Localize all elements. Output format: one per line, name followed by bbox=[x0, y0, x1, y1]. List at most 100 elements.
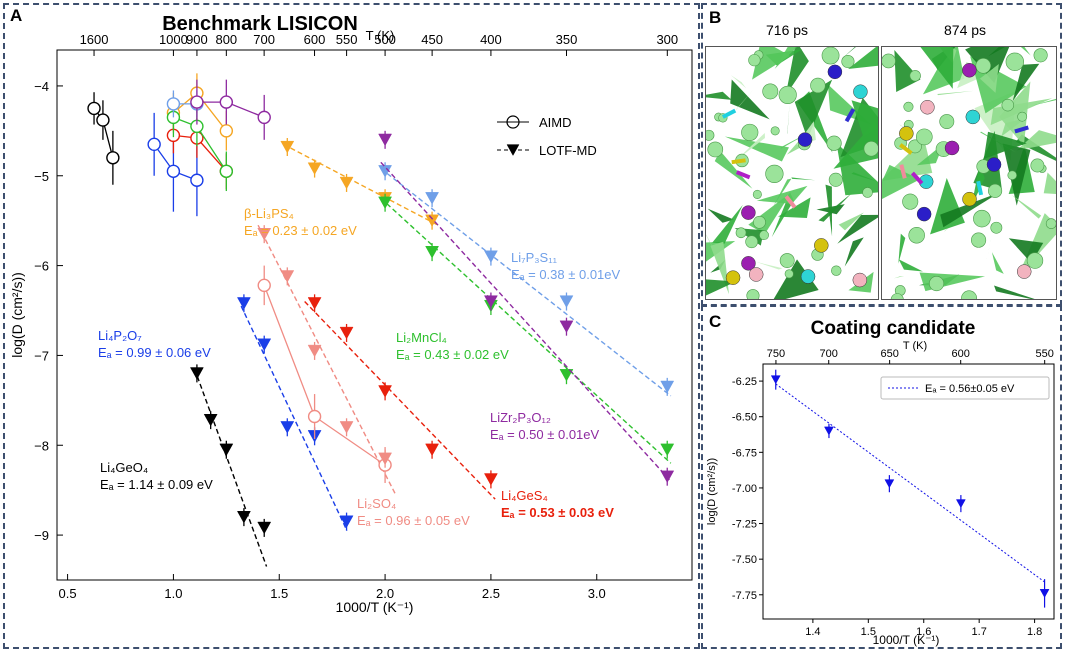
activation-energy-label-li4geo4: Eₐ = 1.14 ± 0.09 eV bbox=[100, 477, 213, 492]
activation-energy-label-li2so4: Eₐ = 0.96 ± 0.05 eV bbox=[357, 513, 470, 528]
tetrahedron bbox=[893, 276, 905, 279]
lithium-atom bbox=[1033, 48, 1048, 63]
lithium-atom bbox=[973, 209, 991, 228]
tetrahedron bbox=[979, 63, 999, 93]
fit-line-li4geo4 bbox=[193, 368, 268, 567]
lotf-point-li4geo4 bbox=[219, 443, 234, 457]
aimd-point-lizr2p3o12 bbox=[257, 110, 271, 125]
tetrahedron bbox=[894, 49, 921, 92]
lithium-atom bbox=[762, 83, 779, 100]
lithium-atom bbox=[929, 275, 945, 292]
lithium-atom bbox=[915, 128, 933, 146]
activation-energy-label-li7p3s11: Eₐ = 0.38 ± 0.01eV bbox=[511, 267, 621, 282]
benchmark-lisicon-chart: Benchmark LISICON T (K) 1000/T (K⁻¹) log(D … bbox=[9, 13, 693, 615]
cyan-ion bbox=[800, 269, 816, 284]
tetrahedron bbox=[1012, 63, 1040, 102]
aimd-point-li4p2o7 bbox=[147, 137, 161, 152]
tetrahedron bbox=[706, 279, 737, 296]
tetrahedron bbox=[920, 47, 954, 89]
y-tick-label: -7.50 bbox=[732, 554, 757, 566]
tetrahedron bbox=[1015, 134, 1056, 161]
frame1-time-label: 716 ps bbox=[766, 22, 809, 38]
lithium-atom bbox=[862, 187, 873, 198]
lotf-point-li7p3s11 bbox=[660, 380, 675, 394]
series-name-label-li4geo4: Li₄GeO₄ bbox=[100, 460, 148, 475]
y-tick-label: -7.75 bbox=[732, 590, 757, 602]
lotf-point-li4ges4 bbox=[483, 473, 498, 486]
blue-ion bbox=[797, 132, 813, 147]
series-name-label-lizr2p3o12: LiZr₂P₃O₁₂ bbox=[490, 410, 551, 425]
aimd-point-li4geo4 bbox=[106, 151, 120, 165]
tetrahedron bbox=[983, 131, 1027, 159]
legend-lotf-marker bbox=[506, 144, 520, 156]
lithium-atom bbox=[863, 141, 878, 157]
lithium-atom bbox=[735, 227, 747, 239]
x-tick-label: 1.5 bbox=[270, 586, 288, 601]
lithium-atom bbox=[971, 232, 987, 248]
tetrahedron bbox=[930, 178, 965, 235]
series-name-label-li4p2o7: Li₄P₂O₇ bbox=[98, 328, 142, 343]
lithium-atom bbox=[902, 193, 919, 210]
x-tick-label: 2.5 bbox=[482, 586, 500, 601]
y-tick-label: −5 bbox=[34, 169, 49, 184]
tetrahedron bbox=[848, 47, 878, 70]
lotf-point-li7p3s11 bbox=[483, 250, 498, 263]
top-tick-label: 550 bbox=[336, 32, 358, 47]
tetrahedron bbox=[940, 192, 1000, 228]
tetrahedron bbox=[787, 102, 790, 134]
md-snapshot-716ps bbox=[705, 46, 879, 300]
lithium-atom bbox=[741, 123, 759, 141]
lotf-point-li2so4 bbox=[307, 344, 322, 358]
lotf-point-li7p3s11 bbox=[425, 192, 439, 205]
top-tick-label: 450 bbox=[421, 32, 443, 47]
lotf-point-lizr2p3o12 bbox=[660, 470, 675, 484]
data-point bbox=[824, 426, 834, 436]
tetrahedron bbox=[773, 259, 819, 299]
pink-ion bbox=[920, 99, 935, 115]
lithium-atom bbox=[890, 293, 904, 299]
lotf-point-li2mncl4 bbox=[425, 246, 439, 259]
activation-energy-label-li4p2o7: Eₐ = 0.99 ± 0.06 eV bbox=[98, 345, 211, 360]
top-tick-label: 750 bbox=[767, 348, 785, 360]
top-tick-label: 600 bbox=[304, 32, 326, 47]
lithium-atom bbox=[988, 183, 1003, 198]
tetrahedron bbox=[794, 79, 833, 140]
lithium-atom bbox=[908, 227, 925, 244]
lotf-point-betali3ps4 bbox=[339, 176, 354, 190]
top-tick-label: 700 bbox=[253, 32, 275, 47]
lotf-point-betali3ps4 bbox=[307, 162, 322, 175]
pink-ion bbox=[1016, 264, 1032, 279]
aimd-point-lizr2p3o12 bbox=[190, 95, 204, 109]
lithium-atom bbox=[745, 235, 759, 249]
data-point bbox=[955, 499, 966, 509]
lotf-point-li4p2o7 bbox=[257, 338, 272, 352]
lotf-point-li2so4 bbox=[280, 270, 295, 283]
purple-ion bbox=[741, 256, 756, 271]
tetrahedron bbox=[844, 237, 864, 267]
lithium-atom bbox=[939, 114, 955, 129]
migration-arrow bbox=[721, 108, 737, 119]
lithium-atom bbox=[903, 101, 914, 112]
x-tick-label: 0.5 bbox=[59, 586, 77, 601]
top-tick-label: 1600 bbox=[80, 32, 109, 47]
aimd-point-li4geo4 bbox=[96, 113, 110, 127]
yellow-ion bbox=[725, 270, 741, 285]
plot-frame bbox=[762, 363, 1055, 620]
data-point bbox=[1039, 589, 1050, 598]
panel-c-letter: C bbox=[709, 312, 722, 331]
x-tick-label: 3.0 bbox=[588, 586, 606, 601]
lotf-point-li4ges4 bbox=[339, 326, 354, 340]
y-tick-label: -7.25 bbox=[732, 519, 757, 531]
lithium-atom bbox=[821, 47, 840, 65]
y-tick-label: −8 bbox=[34, 438, 49, 453]
tetrahedron bbox=[825, 184, 833, 237]
lotf-point-li4geo4 bbox=[236, 511, 251, 524]
tetrahedron bbox=[706, 91, 732, 100]
tetrahedron bbox=[898, 233, 906, 264]
series-li4geo4: Li₄GeO₄ Eₐ = 1.14 ± 0.09 eV bbox=[87, 92, 272, 567]
tetrahedron bbox=[838, 212, 864, 231]
chart-title: Coating candidate bbox=[811, 318, 976, 339]
aimd-point-li4p2o7 bbox=[190, 173, 204, 187]
yellow-ion bbox=[962, 191, 977, 207]
